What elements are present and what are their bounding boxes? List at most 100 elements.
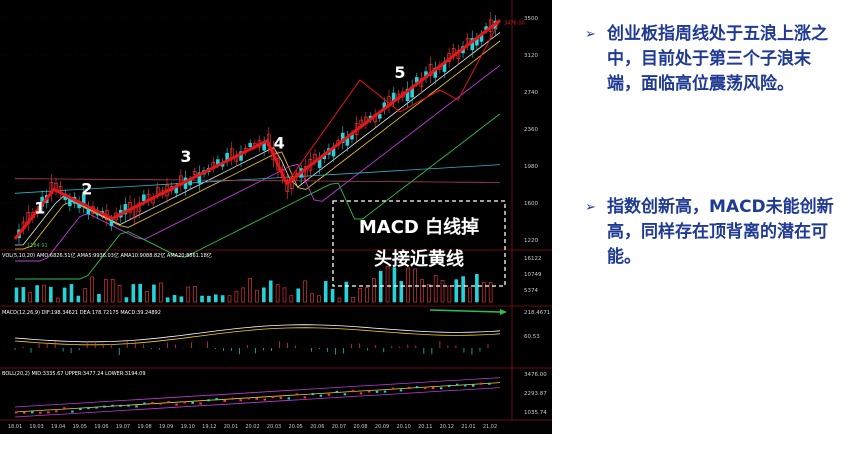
- boll-candle: [383, 390, 387, 393]
- boll-candle: [63, 407, 66, 410]
- volume-bar: [179, 296, 184, 303]
- candle-body: [428, 64, 433, 76]
- volume-bar: [220, 295, 225, 303]
- volume-bar: [104, 279, 108, 303]
- macd-tick-label: 218.4671: [524, 310, 550, 316]
- boll-candle: [199, 402, 202, 405]
- candle-body: [285, 179, 290, 192]
- boll-candle: [183, 401, 186, 404]
- annotation-box: [332, 200, 506, 287]
- volume-bar: [262, 287, 266, 303]
- price-tick-label: 3500: [524, 16, 538, 22]
- note-text: 指数创新高，MACD未能创新高，同样存在顶背离的潜在可能。: [607, 197, 834, 267]
- date-tick-label: 20.03: [267, 424, 281, 430]
- volume-bar: [90, 276, 94, 303]
- volume-bar: [165, 297, 170, 303]
- volume-bar: [172, 295, 177, 303]
- boll-candle: [231, 397, 234, 400]
- wave-path: [13, 19, 501, 240]
- volume-bar: [406, 267, 410, 303]
- volume-bar: [454, 279, 459, 303]
- boll-candle: [263, 398, 267, 401]
- candle-body: [377, 114, 382, 119]
- boll-candle: [103, 405, 106, 408]
- dif-line: [14, 324, 501, 343]
- volume-bar: [35, 285, 39, 303]
- candle-body: [137, 202, 142, 213]
- volume-bar: [399, 281, 404, 303]
- volume-bar: [461, 276, 465, 303]
- date-tick-label: 20.11: [418, 424, 432, 430]
- low-price-label: 1184.91: [27, 243, 48, 249]
- boll-tick-label: 3476.00: [524, 372, 547, 378]
- volume-bar: [344, 281, 349, 303]
- volume-bar: [110, 279, 115, 303]
- volume-bar: [351, 297, 356, 303]
- volume-bar: [186, 286, 191, 303]
- date-tick-label: 20.05: [289, 424, 303, 430]
- boll-candle: [295, 393, 299, 396]
- boll-candle: [319, 394, 323, 397]
- boll-candle: [423, 386, 427, 389]
- boll-candle: [335, 390, 339, 393]
- candle-body: [142, 194, 146, 202]
- date-tick-label: 20.06: [310, 424, 324, 430]
- ma-pink-line: [15, 178, 501, 183]
- volume-panel: VOL(5,10,20) AMO:6826.51亿 AMA5:9936.03亿 …: [2, 252, 542, 315]
- candle-body: [192, 170, 197, 175]
- wave-label-4: 4: [274, 134, 285, 153]
- date-tick-label: 19.10: [181, 424, 195, 430]
- volume-bar: [330, 288, 335, 303]
- volume-bar: [152, 284, 156, 303]
- boll-candle: [247, 397, 250, 400]
- boll-candle: [351, 390, 355, 393]
- boll-candle: [391, 387, 395, 390]
- volume-bar: [28, 292, 33, 303]
- date-tick-label: 18.01: [8, 424, 22, 430]
- volume-tick-label: 10749: [524, 272, 542, 278]
- boll-candle: [207, 399, 210, 402]
- boll-candle: [223, 399, 226, 402]
- date-tick-label: 19.06: [94, 424, 108, 430]
- boll-candle: [327, 393, 331, 396]
- boll-candle: [87, 407, 90, 410]
- date-tick-label: 19.04: [51, 424, 65, 430]
- price-tick-label: 1220: [524, 238, 538, 244]
- volume-bar: [323, 281, 328, 303]
- volume-bar: [385, 266, 390, 303]
- wave-label-2: 2: [81, 179, 92, 198]
- boll-candle: [487, 382, 491, 385]
- boll-candle: [79, 407, 82, 410]
- volume-bar: [200, 295, 204, 303]
- volume-tick-label: 16122: [524, 256, 542, 262]
- boll-candle: [55, 410, 58, 413]
- volume-bar: [21, 287, 26, 303]
- boll-candle: [71, 410, 74, 413]
- macd-tick-label: 60.53: [524, 334, 540, 340]
- boll-candle: [135, 405, 138, 408]
- boll-candle: [407, 387, 411, 390]
- ma-yellow-line: [15, 40, 501, 250]
- volume-bar: [117, 285, 122, 303]
- volume-bar: [433, 275, 438, 303]
- volume-bar: [76, 295, 81, 303]
- volume-bar: [227, 295, 232, 303]
- volume-bar: [426, 283, 431, 303]
- boll-candle: [343, 393, 347, 396]
- volume-bar: [358, 287, 362, 303]
- volume-bar: [310, 293, 314, 303]
- candlesticks: [17, 12, 498, 244]
- volume-bar: [337, 297, 342, 303]
- boll-legend: BOLL(20,2) MID:3335.67 UPPER:3477.24 LOW…: [2, 371, 146, 377]
- date-tick-label: 20.01: [224, 424, 238, 430]
- candle-body: [68, 198, 72, 207]
- elliott-wave-lines: [13, 19, 501, 240]
- volume-bar: [193, 286, 197, 303]
- volume-bar: [234, 290, 239, 303]
- volume-bar: [213, 294, 218, 303]
- moving-average-lines: [14, 32, 501, 280]
- high-price-label: 3476.00: [504, 20, 525, 26]
- volume-bar: [372, 278, 376, 303]
- boll-candle: [151, 402, 154, 405]
- boll-candle: [31, 411, 34, 414]
